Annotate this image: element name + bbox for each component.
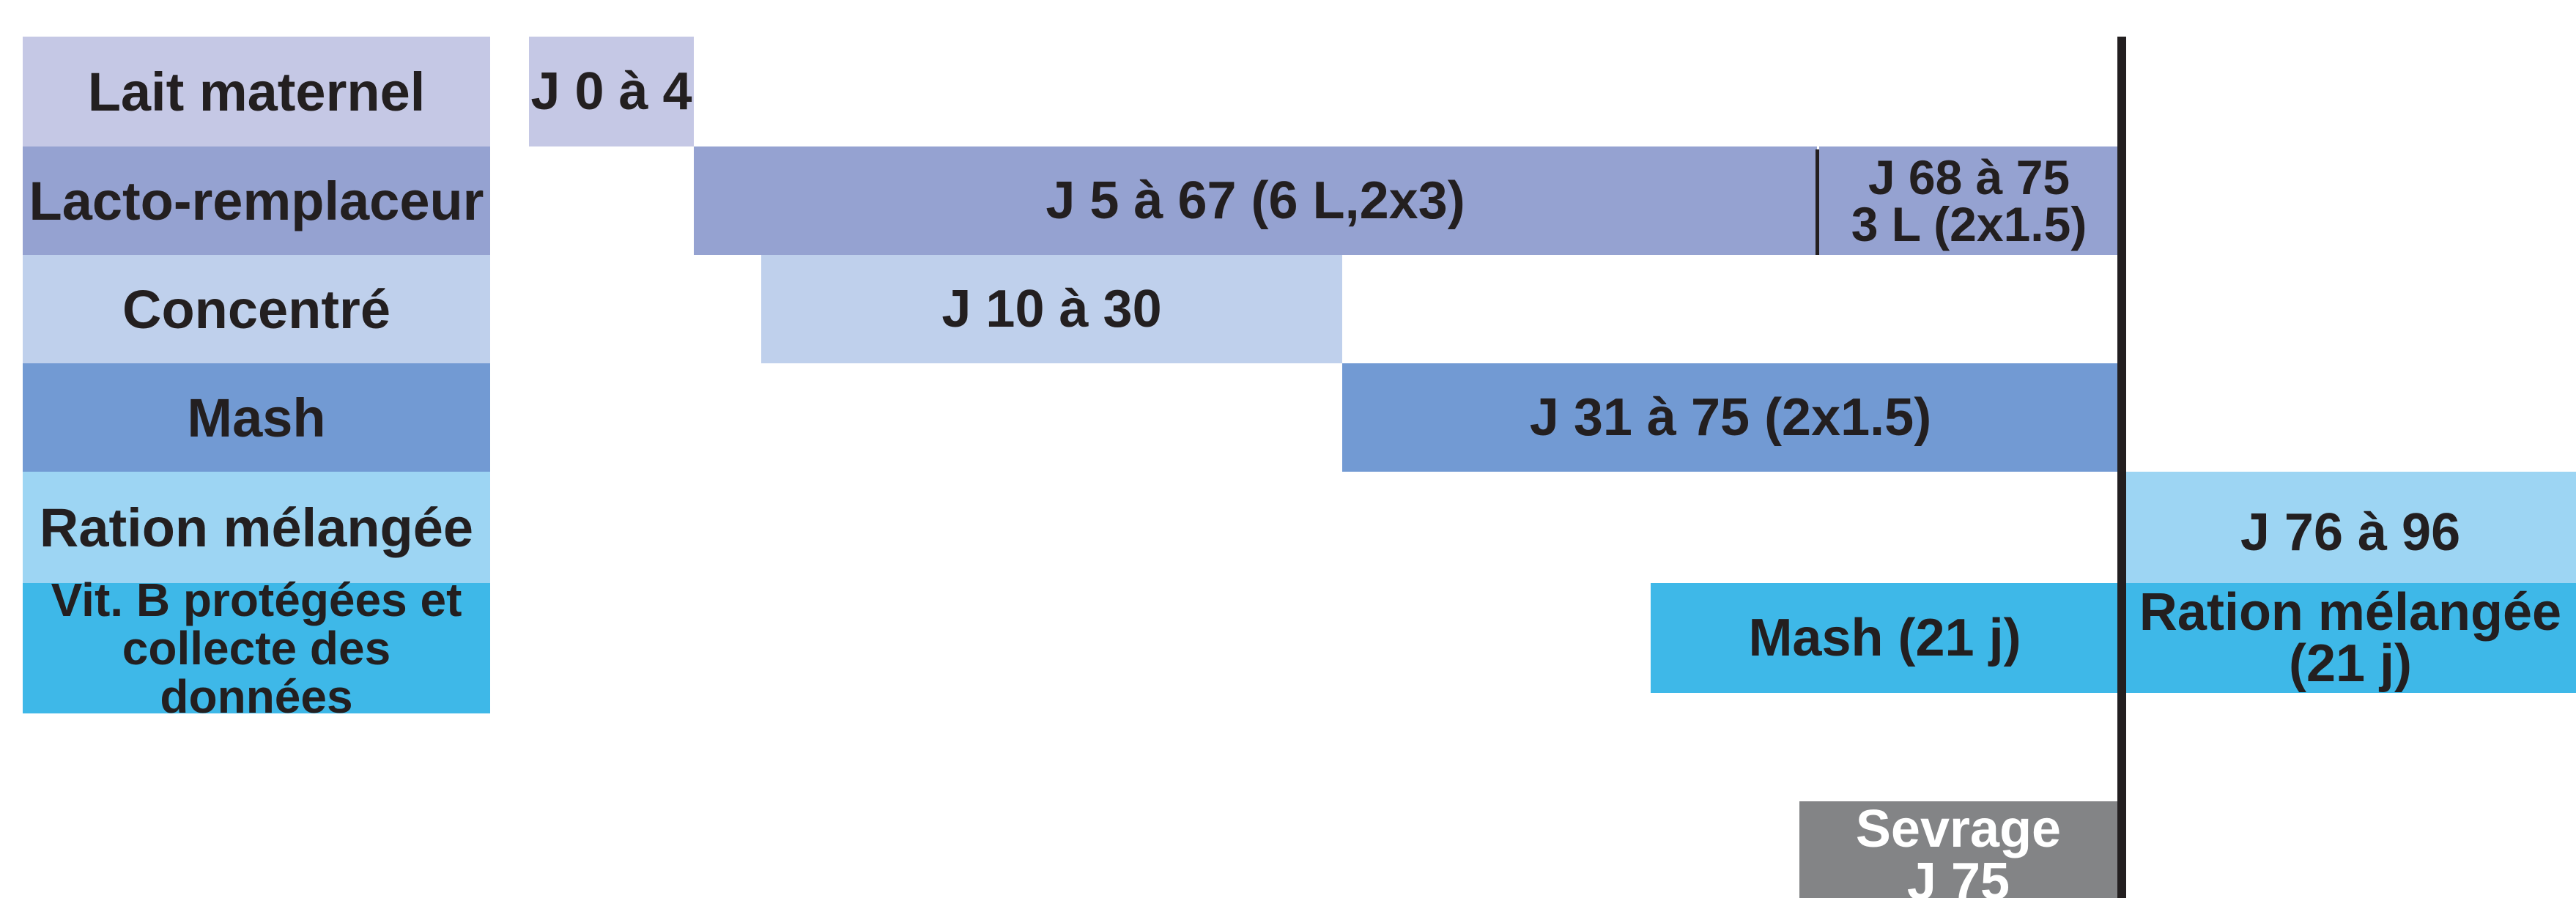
bar-label-line-2: (21 j) [2288,634,2413,693]
row-label-vit-b: Vit. B protégées et collecte des données [23,576,490,721]
bar-label: J 31 à 75 (2x1.5) [1529,388,1932,447]
lacto-divider [1816,149,1819,255]
bar-label: J 0 à 4 [530,62,692,121]
bar-label: J 10 à 30 [941,280,1162,338]
row-label-text: Lacto-remplaceur [29,170,484,231]
bar-label-line-1: Ration mélangée [2139,583,2562,642]
bar-ration-melangee: J 76 à 96 [2125,472,2576,583]
row-label-line-2: collecte des données [122,622,391,723]
bar-label-line-2: 3 L (2x1.5) [1851,197,2087,251]
row-label-mash: Mash [23,363,490,472]
row-label-concentre: Concentré [23,255,490,363]
bar-vit-b-mash: Mash (21 j) [1651,583,2119,693]
bar-lacto-remplaceur-end: J 68 à 75 3 L (2x1.5) [1819,146,2119,255]
row-label-line-1: Vit. B protégées et [51,574,462,626]
sevrage-line-2: J 75 [1906,853,2010,898]
row-label-text: Ration mélangée [39,497,474,558]
row-label-lacto-remplaceur: Lacto-remplaceur [23,146,490,255]
bar-vit-b-ration: Ration mélangée (21 j) [2125,583,2576,693]
bar-label-line-1: J 68 à 75 [1868,150,2070,204]
row-label-lait-maternel: Lait maternel [23,37,490,146]
bar-mash: J 31 à 75 (2x1.5) [1342,363,2119,472]
row-label-text: Concentré [122,278,391,340]
sevrage-line-1: Sevrage [1855,801,2062,858]
weaning-marker-line [2117,37,2126,898]
bar-label: Mash (21 j) [1748,609,2021,667]
bar-label: J 76 à 96 [2240,503,2461,562]
bar-concentre: J 10 à 30 [761,255,1342,363]
row-label-ration-melangee: Ration mélangée [23,472,490,583]
row-label-text: Mash [187,387,326,448]
bar-lait-maternel: J 0 à 4 [529,37,694,146]
row-label-text: Lait maternel [87,61,426,122]
sevrage-box: Sevrage J 75 [1799,801,2117,898]
bar-lacto-remplaceur-main: J 5 à 67 (6 L,2x3) [694,146,1817,255]
bar-label: J 5 à 67 (6 L,2x3) [1045,171,1465,230]
